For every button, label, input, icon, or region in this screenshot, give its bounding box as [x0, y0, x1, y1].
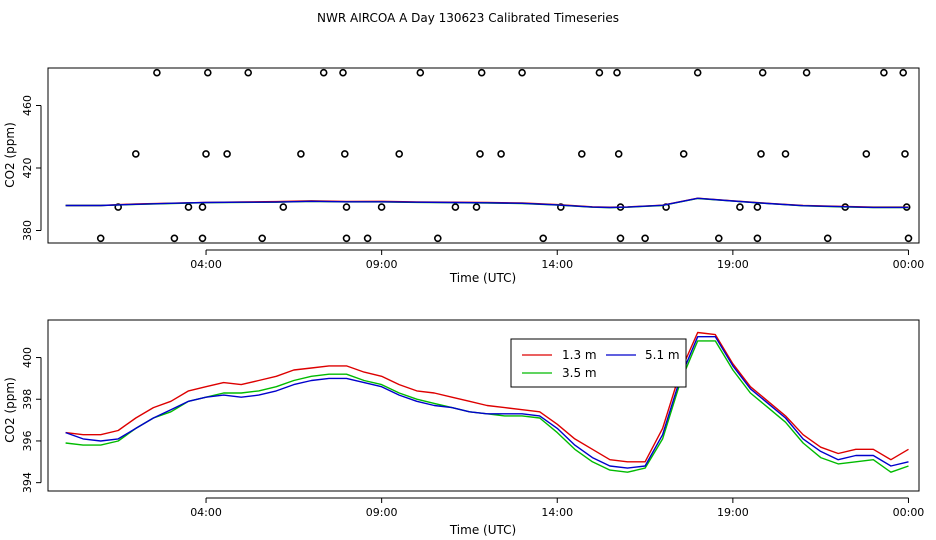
data-point: [693, 68, 702, 77]
data-point: [170, 234, 179, 243]
data-point: [904, 234, 913, 243]
data-point: [472, 203, 481, 211]
data-point: [153, 68, 161, 77]
data-point: [679, 150, 688, 158]
y-axis-top: 380 420 460: [21, 95, 42, 241]
data-point: [899, 68, 908, 77]
data-point: [279, 203, 288, 211]
data-point: [451, 203, 460, 211]
legend: 1.3 m 3.5 m 5.1 m: [510, 338, 687, 388]
data-point: [377, 203, 386, 211]
data-point: [757, 150, 765, 158]
series-line-3: [65, 336, 909, 469]
chart-title: NWR AIRCOA A Day 130623 Calibrated Times…: [317, 11, 619, 25]
panel-bottom: 394 396 398 400 04:00 09:00 14:00 19:00 00:00 C…: [3, 319, 925, 537]
data-point: [781, 150, 790, 158]
data-point: [319, 68, 328, 77]
data-point: [736, 203, 744, 211]
scatter-points: [96, 68, 913, 243]
series-line-2: [65, 340, 909, 473]
data-point: [556, 203, 565, 211]
data-point: [753, 234, 762, 243]
plot-area-bottom: [47, 319, 920, 492]
x-axis-label-bottom: Time (UTC): [449, 523, 516, 537]
data-point: [539, 234, 548, 243]
data-point: [616, 234, 625, 243]
data-point: [823, 234, 832, 243]
data-point: [342, 234, 351, 243]
x-tick-label: 14:00: [541, 506, 573, 519]
data-point: [363, 234, 372, 243]
series-line-3: [65, 197, 909, 209]
data-point: [198, 203, 207, 211]
y-tick-label: 394: [21, 472, 34, 493]
data-point: [297, 150, 305, 158]
data-point: [202, 150, 210, 158]
data-point: [204, 68, 212, 77]
data-point: [258, 234, 267, 243]
data-point: [244, 68, 252, 77]
series-line-1: [65, 331, 909, 463]
x-tick-label: 14:00: [541, 258, 573, 271]
legend-box: [510, 338, 687, 388]
y-tick-label: 380: [21, 220, 34, 241]
plot-area-top: [47, 67, 920, 244]
data-point: [433, 234, 442, 243]
y-tick-label: 420: [21, 158, 34, 179]
data-point: [132, 150, 140, 158]
legend-label-3: 5.1 m: [645, 348, 680, 362]
data-point: [714, 234, 723, 243]
x-tick-label: 04:00: [190, 258, 222, 271]
x-tick-label: 00:00: [893, 258, 925, 271]
x-tick-label: 09:00: [366, 258, 398, 271]
y-axis-label-bottom: CO2 (ppm): [3, 377, 17, 443]
data-point: [342, 203, 351, 211]
data-point: [416, 68, 425, 77]
y-tick-label: 396: [21, 430, 34, 451]
x-axis-label-top: Time (UTC): [449, 271, 516, 285]
y-tick-label: 460: [21, 95, 34, 116]
data-point: [613, 68, 621, 77]
legend-label-1: 1.3 m: [562, 348, 597, 362]
panel-top: 380 420 460 04:00 09:00 14:00 19:00 00:00 CO2 …: [3, 67, 925, 285]
y-axis-bottom: 394 396 398 400: [21, 347, 42, 493]
x-tick-label: 19:00: [717, 506, 749, 519]
data-point: [880, 68, 888, 77]
x-axis-top: 04:00 09:00 14:00 19:00 00:00: [190, 249, 925, 271]
data-point: [758, 68, 767, 77]
data-point: [184, 203, 193, 211]
data-point: [577, 150, 586, 158]
x-tick-label: 04:00: [190, 506, 222, 519]
x-tick-label: 00:00: [893, 506, 925, 519]
series-lines-top: [65, 197, 909, 209]
series-lines-bottom: [65, 331, 909, 473]
data-point: [198, 234, 207, 243]
data-point: [477, 68, 486, 77]
data-point: [595, 68, 604, 77]
data-point: [476, 150, 484, 158]
x-tick-label: 19:00: [717, 258, 749, 271]
y-axis-label-top: CO2 (ppm): [3, 122, 17, 188]
x-tick-label: 09:00: [366, 506, 398, 519]
data-point: [223, 150, 231, 158]
data-point: [339, 68, 347, 77]
data-point: [497, 150, 505, 158]
data-point: [862, 150, 871, 158]
data-point: [802, 68, 811, 77]
y-tick-label: 398: [21, 389, 34, 410]
data-point: [753, 203, 762, 211]
data-point: [901, 150, 909, 158]
data-point: [340, 150, 349, 158]
data-point: [614, 150, 623, 158]
legend-label-2: 3.5 m: [562, 366, 597, 380]
x-axis-bottom: 04:00 09:00 14:00 19:00 00:00: [190, 497, 925, 519]
data-point: [641, 234, 649, 243]
data-point: [395, 150, 404, 158]
data-point: [96, 234, 105, 243]
y-tick-label: 400: [21, 347, 34, 368]
data-point: [518, 68, 526, 77]
